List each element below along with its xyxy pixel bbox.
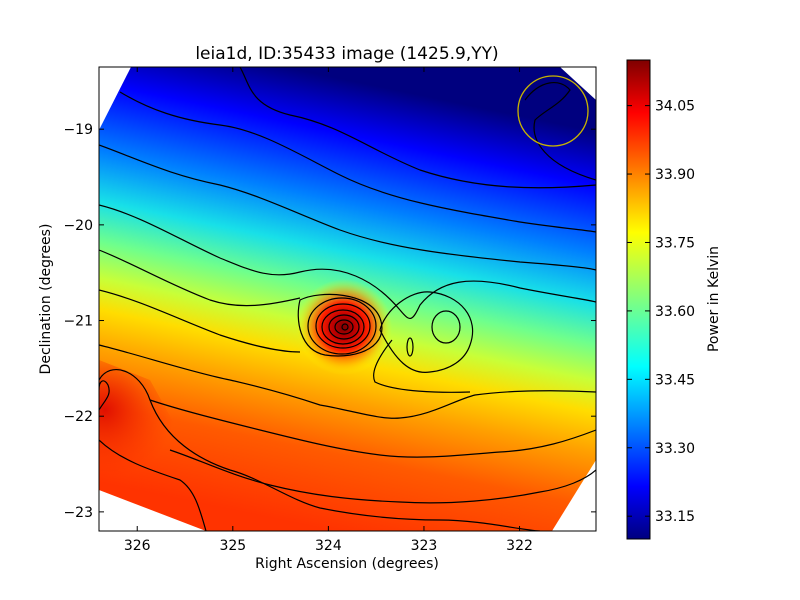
- colorbar-tick-label: 33.60: [655, 304, 695, 320]
- contour-line: [239, 67, 596, 189]
- x-tick-label: 323: [411, 538, 438, 554]
- contour-ring: [334, 319, 354, 335]
- contour-ring: [431, 310, 461, 344]
- contour-line: [99, 144, 596, 271]
- x-tick-label: 325: [219, 538, 246, 554]
- contour-ring: [328, 314, 360, 340]
- heatmap-sw-hot-region: [99, 360, 206, 531]
- x-axis-ticks: 326 325 324 323 322: [124, 67, 533, 554]
- colorbar-tick-label: 33.30: [655, 441, 695, 457]
- x-tick-label: 326: [124, 538, 151, 554]
- x-tick-label: 322: [506, 538, 533, 554]
- beam-circle: [517, 75, 589, 147]
- contour-line: [99, 344, 596, 419]
- contour-line: [373, 339, 471, 393]
- contour-line: [149, 399, 596, 458]
- colorbar-tick-label: 33.75: [655, 235, 695, 251]
- colorbar-label: Power in Kelvin: [706, 246, 722, 352]
- colorbar-tick-label: 34.05: [655, 99, 695, 115]
- y-axis-ticks: −19 −20 −21 −22 −23: [63, 122, 596, 521]
- contour-line: [99, 439, 207, 531]
- contour-line: [99, 369, 541, 531]
- contour-ring: [321, 309, 365, 345]
- y-tick-label: −23: [63, 505, 93, 521]
- contour-ring: [315, 303, 371, 349]
- contour-line: [99, 289, 301, 353]
- y-tick-label: −20: [63, 218, 93, 234]
- contour-line: [119, 91, 596, 233]
- y-axis-label: Declination (degrees): [38, 224, 54, 375]
- heatmap: [99, 67, 596, 531]
- x-axis-label: Right Ascension (degrees): [255, 556, 439, 572]
- contour-ring: [307, 297, 377, 355]
- colorbar: [626, 59, 651, 540]
- x-tick-label: 324: [315, 538, 342, 554]
- contour-line: [99, 249, 301, 307]
- contour-ring: [341, 323, 349, 331]
- contour-ring: [406, 337, 414, 357]
- colorbar-tick-label: 33.90: [655, 167, 695, 183]
- contours: [99, 67, 596, 531]
- colorbar-tick-label: 33.15: [655, 509, 695, 525]
- colorbar-ticks: 33.15 33.30 33.45 33.60 33.75 33.90 34.05: [627, 99, 695, 525]
- colorbar-tick-label: 33.45: [655, 372, 695, 388]
- contour-line: [379, 291, 474, 373]
- chart-title: leia1d, ID:35433 image (1425.9,YY): [195, 44, 498, 64]
- contour-line: [524, 82, 596, 181]
- y-tick-label: −21: [63, 314, 93, 330]
- contour-line: [99, 204, 596, 319]
- contour-line: [99, 380, 110, 411]
- plot-frame: [98, 66, 597, 532]
- y-tick-label: −19: [63, 122, 93, 138]
- y-tick-label: −22: [63, 409, 93, 425]
- contour-line: [297, 293, 383, 357]
- contour-line: [169, 449, 596, 504]
